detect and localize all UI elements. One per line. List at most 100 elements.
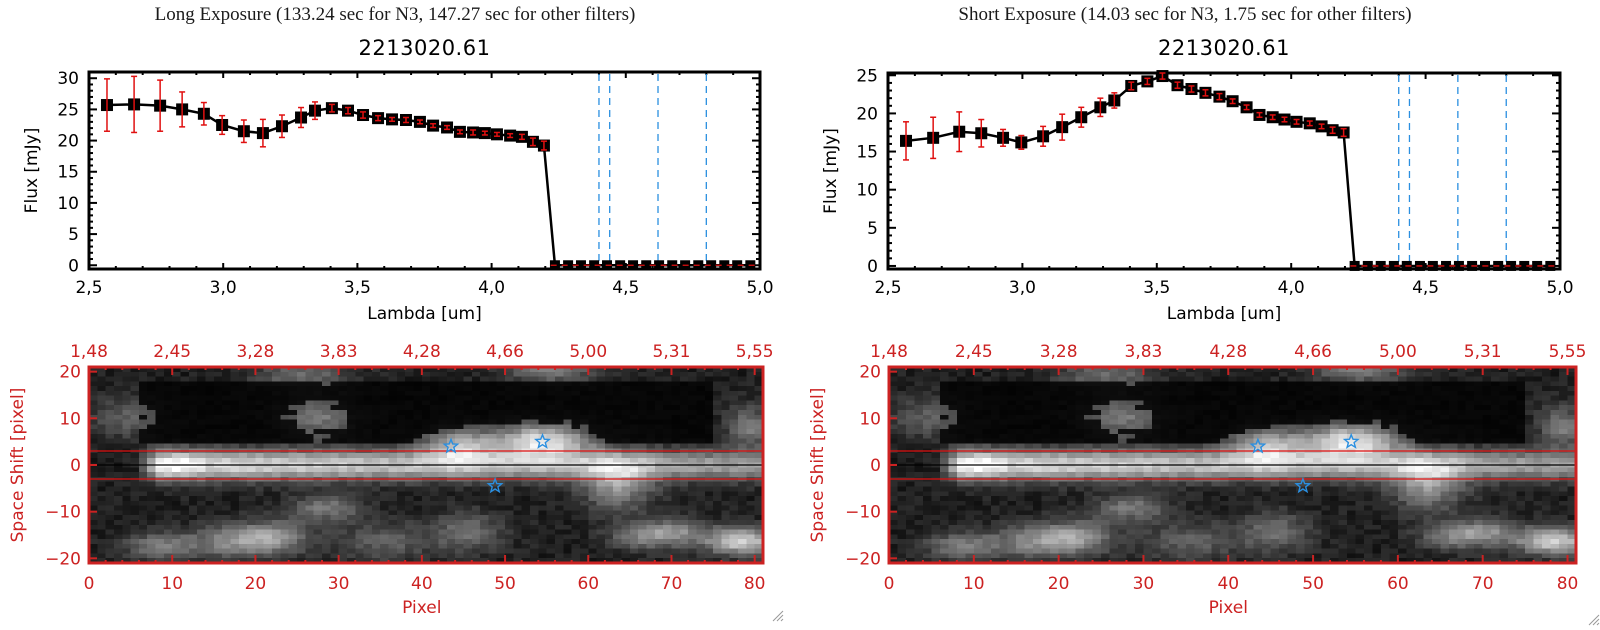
star-marker-icon (1342, 432, 1360, 449)
x-axis-label: Pixel (402, 598, 441, 618)
y-tick-label: 0 (870, 456, 881, 476)
resize-grip-short[interactable] (1586, 612, 1600, 626)
x-tick-label: 20 (1048, 574, 1070, 594)
x-tick-label: 80 (744, 574, 766, 594)
y-axis-label: Flux [mJy] (22, 128, 42, 214)
zero-flux-marker (641, 260, 652, 271)
x-tick-label: 10 (161, 574, 183, 594)
top-tick-label: 2,45 (955, 342, 993, 362)
resize-grip-long[interactable] (770, 608, 784, 622)
x-tick-label: 3,5 (1143, 278, 1170, 298)
x-tick-label: 2,5 (75, 278, 102, 298)
plot-frame (87, 70, 762, 271)
x-axis-label: Lambda [um] (367, 304, 481, 324)
x-tick-label: 70 (1472, 574, 1494, 594)
x-tick-label: 4,0 (1278, 278, 1305, 298)
spectrum-chart-long: 2,5 3,0 3,5 4,0 4,5 5,0 0 5 10 15 20 25 30 Lambda [um… (22, 69, 774, 324)
y-tick-label: 5 (867, 219, 878, 239)
zero-flux-marker (575, 260, 586, 271)
x-tick-label: 40 (1217, 574, 1239, 594)
y-tick-label: 30 (57, 69, 79, 89)
x-tick-label: 40 (411, 574, 433, 594)
y-tick-label: 10 (57, 194, 79, 214)
y-tick-label: 15 (57, 163, 79, 183)
y-tick-label: −10 (845, 503, 881, 523)
y-tick-label: 10 (856, 181, 878, 201)
x-tick-label: 70 (661, 574, 683, 594)
top-tick-label: 3,83 (320, 342, 358, 362)
spectrum-title-short: 2213020.61 (1158, 36, 1290, 60)
x-tick-label: 10 (963, 574, 985, 594)
x-tick-label: 30 (1133, 574, 1155, 594)
x-tick-label: 2,5 (874, 278, 901, 298)
top-tick-label: 4,28 (403, 342, 441, 362)
zero-flux-marker (732, 260, 743, 271)
y-tick-label: −10 (45, 503, 81, 523)
x-tick-label: 3,0 (210, 278, 237, 298)
top-tick-label: 4,28 (1209, 342, 1247, 362)
y-tick-label: 0 (70, 456, 81, 476)
zero-flux-marker (654, 260, 665, 271)
zero-flux-marker (1532, 260, 1543, 271)
y-tick-label: −20 (45, 549, 81, 569)
zero-flux-marker (589, 260, 600, 271)
top-tick-label: 5,00 (1379, 342, 1417, 362)
y-tick-label: 10 (859, 409, 881, 429)
top-tick-label: 5,55 (1549, 342, 1587, 362)
x-axis-label: Pixel (1209, 598, 1248, 618)
y-tick-label: 20 (859, 363, 881, 383)
top-tick-label: 5,31 (1464, 342, 1502, 362)
x-tick-label: 30 (328, 574, 350, 594)
zero-flux-marker (1453, 260, 1464, 271)
top-tick-label: 5,00 (569, 342, 607, 362)
x-tick-label: 50 (1302, 574, 1324, 594)
zero-flux-marker (1362, 260, 1373, 271)
zero-flux-marker (719, 260, 730, 271)
star-marker-icon (1249, 437, 1267, 454)
x-tick-label: 0 (884, 574, 895, 594)
x-tick-label: 0 (84, 574, 95, 594)
zero-flux-marker (1519, 260, 1530, 271)
x-tick-label: 20 (245, 574, 267, 594)
zero-flux-marker (1375, 260, 1386, 271)
star-marker-icon (486, 477, 504, 494)
x-tick-label: 4,5 (1412, 278, 1439, 298)
x-tick-label: 4,5 (612, 278, 639, 298)
plot-frame (886, 71, 1562, 271)
y-tick-label: 0 (68, 256, 79, 276)
x-axis-label: Lambda [um] (1167, 304, 1281, 324)
x-tick-label: 60 (1387, 574, 1409, 594)
panel-header-long: Long Exposure (133.24 sec for N3, 147.27… (154, 4, 636, 25)
y-tick-label: −20 (845, 549, 881, 569)
x-tick-label: 4,0 (478, 278, 505, 298)
y-tick-label: 25 (856, 66, 878, 86)
x-tick-label: 50 (494, 574, 516, 594)
x-tick-label: 3,5 (344, 278, 371, 298)
y-axis-label: Space Shift [pixel] (8, 388, 28, 543)
top-tick-label: 4,66 (1294, 342, 1332, 362)
zero-flux-marker (706, 260, 717, 271)
top-tick-label: 4,66 (486, 342, 524, 362)
spectral-image-axes-short: 0 10 20 30 40 50 60 70 80 1,48 2,45 3,28 3,83 4,28 4,6… (808, 342, 1587, 618)
y-axis-label: Flux [mJy] (821, 128, 841, 214)
zero-flux-marker (1441, 260, 1452, 271)
star-marker-icon (442, 437, 460, 454)
y-tick-label: 20 (856, 104, 878, 124)
y-tick-label: 10 (59, 409, 81, 429)
spectrum-chart-short: 2,5 3,0 3,5 4,0 4,5 5,0 0 5 10 15 20 25 Lambda [um] F… (821, 66, 1574, 324)
x-tick-label: 3,0 (1009, 278, 1036, 298)
y-tick-label: 20 (59, 363, 81, 383)
y-tick-label: 0 (867, 257, 878, 277)
top-tick-label: 2,45 (153, 342, 191, 362)
spectral-image-axes-long: 0 10 20 30 40 50 60 70 80 1,48 2,45 3,28 3,83 4,28 4,6… (8, 342, 774, 618)
star-marker-icon (1294, 477, 1312, 494)
y-tick-label: 20 (57, 132, 79, 152)
top-tick-label: 3,28 (1040, 342, 1078, 362)
x-tick-label: 60 (577, 574, 599, 594)
top-tick-label: 3,83 (1125, 342, 1163, 362)
top-tick-label: 1,48 (70, 342, 108, 362)
panel-header-short: Short Exposure (14.03 sec for N3, 1.75 s… (958, 4, 1412, 25)
top-tick-label: 3,28 (236, 342, 274, 362)
x-tick-label: 5,0 (746, 278, 773, 298)
spectrum-title-long: 2213020.61 (358, 36, 491, 60)
